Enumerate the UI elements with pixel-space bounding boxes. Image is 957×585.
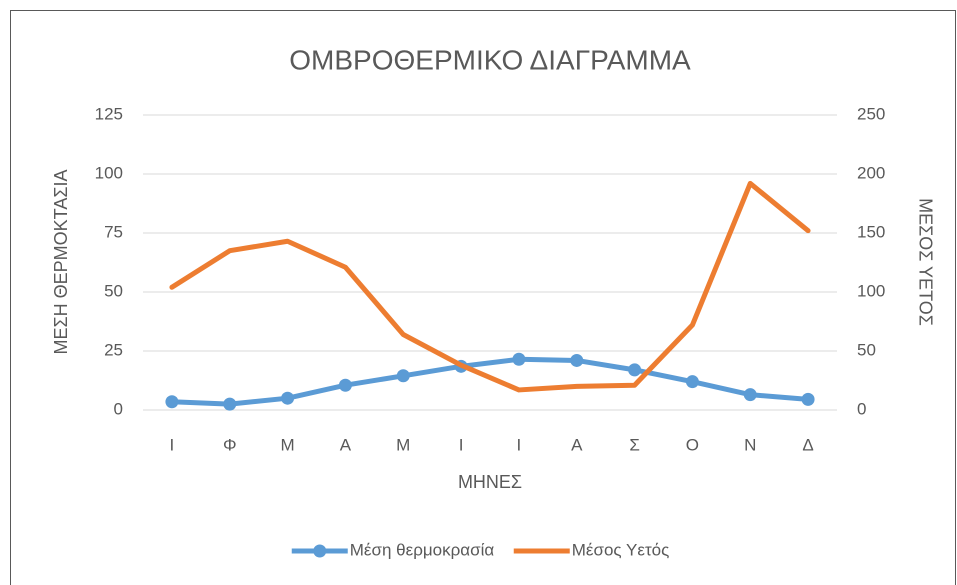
data-point bbox=[743, 388, 757, 402]
data-point bbox=[570, 353, 584, 367]
y-tick-label: 0 bbox=[114, 399, 123, 418]
x-tick-label: Ι bbox=[517, 435, 522, 454]
y-axis-title: ΜΕΣΗ ΘΕΡΜΟΚΤΑΣΙΑ bbox=[51, 170, 71, 355]
x-tick-label: Δ bbox=[802, 435, 813, 454]
x-tick-label: Α bbox=[571, 435, 583, 454]
data-point bbox=[338, 378, 352, 392]
y-tick-label: 50 bbox=[104, 281, 123, 300]
data-point bbox=[281, 391, 295, 405]
y2-tick-label: 200 bbox=[857, 163, 885, 182]
data-point bbox=[512, 352, 526, 366]
data-point bbox=[223, 397, 237, 411]
x-axis-title: ΜΗΝΕΣ bbox=[458, 472, 522, 492]
series-line bbox=[169, 356, 811, 407]
x-tick-label: Α bbox=[340, 435, 352, 454]
y2-tick-label: 150 bbox=[857, 222, 885, 241]
data-point bbox=[165, 395, 179, 409]
y2-tick-label: 100 bbox=[857, 281, 885, 300]
data-point bbox=[685, 375, 699, 389]
chart-border bbox=[10, 10, 956, 585]
series-line bbox=[169, 180, 811, 393]
x-tick-label: Μ bbox=[396, 435, 410, 454]
x-tick-label: Ο bbox=[686, 435, 699, 454]
y2-tick-label: 50 bbox=[857, 340, 876, 359]
y2-tick-label: 0 bbox=[857, 399, 866, 418]
x-tick-label: Ι bbox=[459, 435, 464, 454]
x-tick-label: Μ bbox=[280, 435, 294, 454]
y-tick-label: 75 bbox=[104, 222, 123, 241]
data-point bbox=[628, 363, 642, 377]
y-tick-label: 125 bbox=[95, 104, 123, 123]
x-tick-label: Σ bbox=[629, 435, 640, 454]
x-tick-label: Φ bbox=[223, 435, 237, 454]
x-tick-label: Ν bbox=[744, 435, 756, 454]
y2-axis-title: ΜΕΣΟΣ ΥΕΤΟΣ bbox=[915, 198, 935, 326]
y-tick-label: 25 bbox=[104, 340, 123, 359]
legend-label: Μέσος Υετός bbox=[572, 540, 670, 559]
legend-marker bbox=[313, 544, 327, 558]
chart-title: ΟΜΒΡΟΘΕΡΜΙΚΟ ΔΙΑΓΡΑΜΜΑ bbox=[289, 44, 691, 75]
y2-tick-label: 250 bbox=[857, 104, 885, 123]
data-point bbox=[396, 369, 410, 383]
y-tick-label: 100 bbox=[95, 163, 123, 182]
legend-label: Μέση θερμοκρασία bbox=[350, 540, 495, 559]
data-point bbox=[801, 392, 815, 406]
x-tick-label: Ι bbox=[170, 435, 175, 454]
